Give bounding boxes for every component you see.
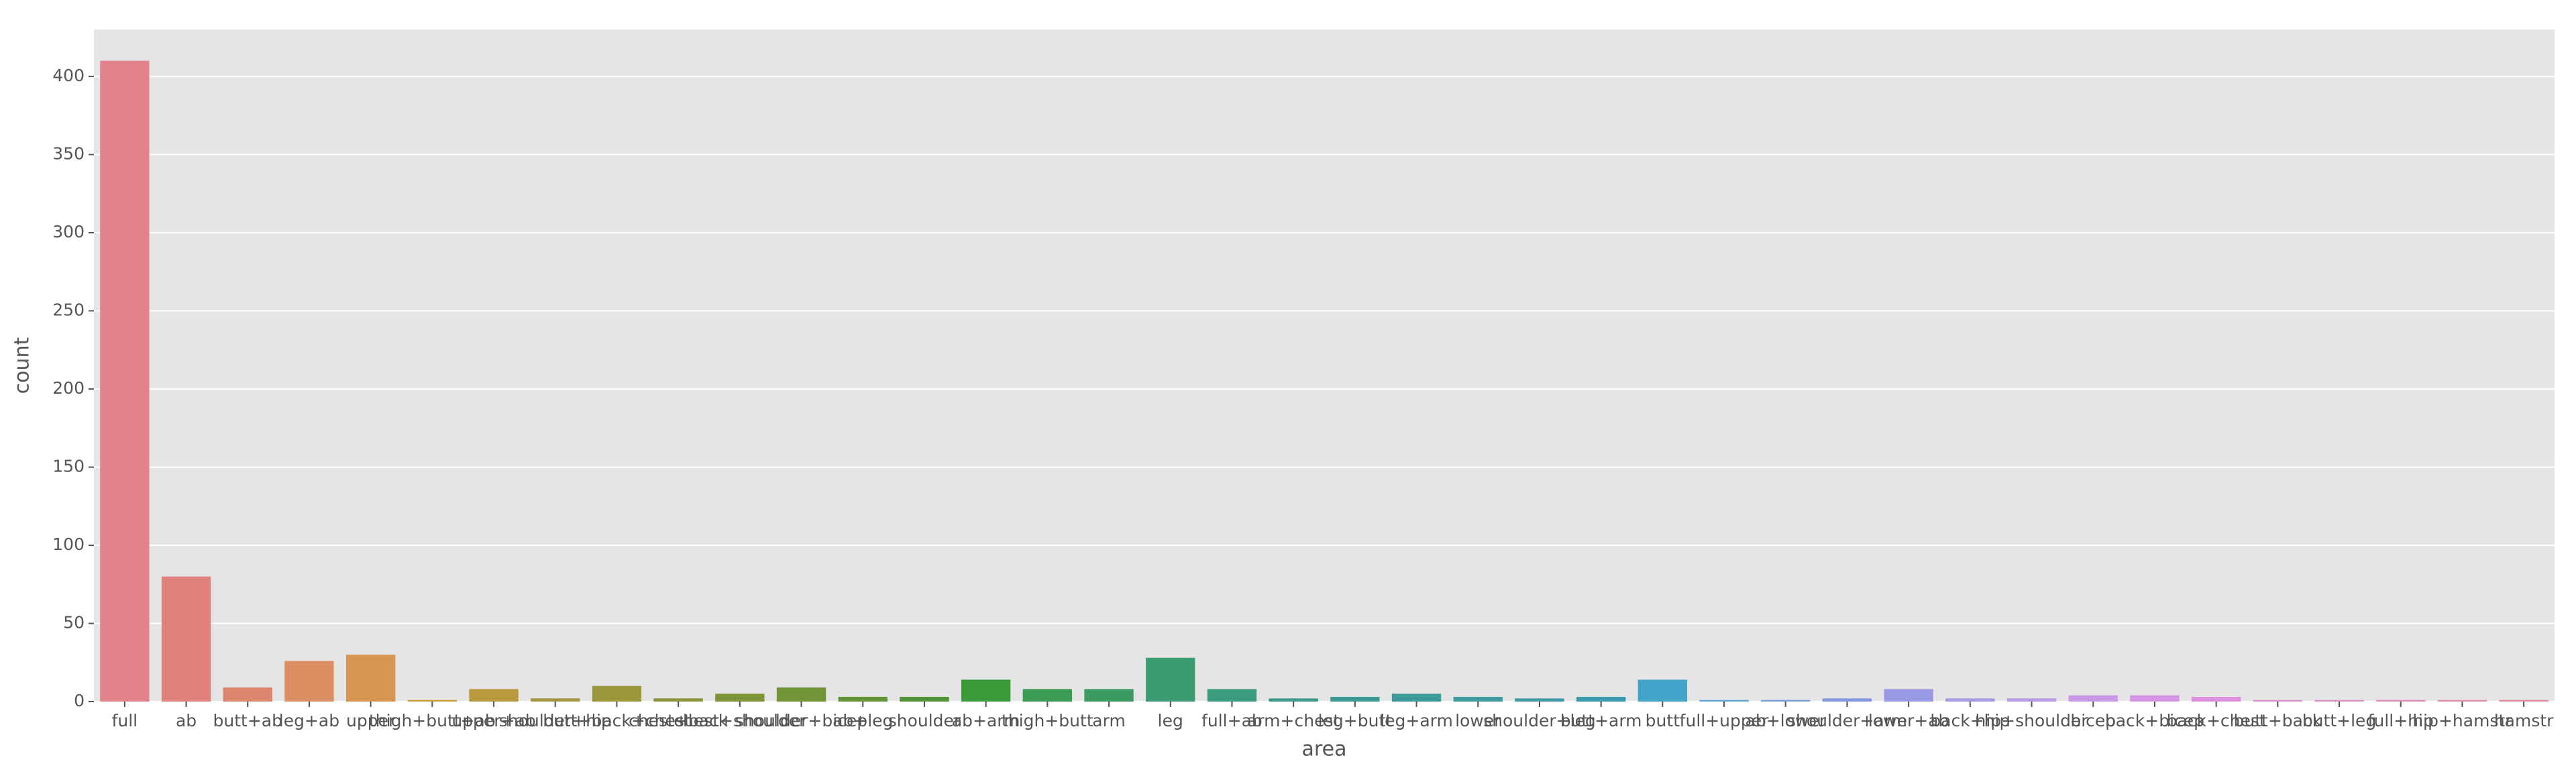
bar — [1453, 697, 1503, 702]
x-tick-label: thigh+butt+ab — [369, 711, 496, 730]
bar — [2437, 700, 2487, 702]
x-tick-label: chest+shoulder — [674, 711, 806, 730]
x-tick-label: upper+ab — [451, 711, 535, 730]
y-tick-label: 150 — [52, 456, 85, 476]
x-tick-label: arm+chest — [1247, 711, 1340, 730]
y-tick-label: 50 — [63, 612, 85, 632]
y-tick-label: 250 — [52, 300, 85, 319]
y-tick-label: 350 — [52, 144, 85, 163]
bar — [469, 689, 519, 702]
x-tick-label: leg+arm — [1380, 711, 1453, 730]
bar — [715, 694, 765, 702]
y-tick-label: 400 — [52, 66, 85, 85]
x-tick-label: butt+back+chest — [543, 711, 691, 730]
x-tick-label: ab+arm — [952, 711, 1020, 730]
bar — [653, 698, 703, 702]
bar — [100, 60, 150, 702]
bar — [1884, 689, 1933, 702]
x-tick-label: full — [112, 711, 138, 730]
bar — [2499, 700, 2548, 702]
bar — [1022, 689, 1073, 702]
bar — [961, 679, 1011, 702]
plot-background — [94, 30, 2555, 702]
bar — [2376, 700, 2426, 702]
bar — [1391, 694, 1442, 702]
x-axis-label: area — [1302, 738, 1347, 761]
x-tick-label: back+bicep — [2105, 711, 2204, 730]
bar — [1146, 657, 1195, 702]
x-tick-label: full+hip — [2368, 711, 2434, 730]
x-tick-label: leg+ab — [279, 711, 339, 730]
x-tick-label: full+upper — [1680, 711, 1769, 730]
bar — [900, 697, 949, 702]
y-tick-label: 100 — [52, 535, 85, 554]
x-tick-label: ab+lower — [1746, 711, 1827, 730]
x-tick-label: ab — [176, 711, 197, 730]
bar — [2314, 700, 2364, 702]
bar — [223, 687, 272, 702]
x-tick-label: hamstr — [2494, 711, 2554, 730]
x-tick-label: bicep — [2070, 711, 2116, 730]
x-tick-label: shoulder+hip — [499, 711, 612, 730]
bar — [1330, 697, 1380, 702]
bar — [1576, 697, 1626, 702]
x-tick-label: butt+arm — [1560, 711, 1642, 730]
x-tick-label: butt+leg — [2302, 711, 2376, 730]
bar — [2191, 697, 2241, 702]
bar — [1207, 689, 1257, 702]
x-tick-label: butt+back — [2234, 711, 2322, 730]
x-tick-label: chest+back — [629, 711, 729, 730]
x-tick-label: full+ab — [1201, 711, 1263, 730]
x-tick-label: hip+shoulder — [1976, 711, 2089, 730]
x-tick-label: leg — [1158, 711, 1183, 730]
grid — [94, 75, 2555, 702]
y-tick-label: 300 — [52, 222, 85, 241]
bar — [345, 655, 396, 702]
x-tick-label: leg+butt — [1318, 711, 1393, 730]
x-tick-label: shoulder — [888, 711, 961, 730]
bar — [592, 685, 642, 702]
bar — [1761, 700, 1811, 702]
bar — [1515, 698, 1564, 702]
bar — [1822, 698, 1872, 702]
x-tick-label: ab+leg — [833, 711, 893, 730]
bars — [100, 60, 2548, 702]
y-axis-label: count — [11, 337, 34, 394]
bar — [2253, 700, 2303, 702]
x-tick-label: back+chest — [2167, 711, 2266, 730]
x-tick-label: shoulder+leg — [1483, 711, 1596, 730]
x-tick-label: shoulder+bicep — [735, 711, 867, 730]
bar — [2006, 698, 2057, 702]
x-tick-label: lower — [1455, 711, 1501, 730]
bar — [776, 687, 826, 702]
bar — [407, 700, 458, 702]
x-tick-label: hip+hamstr — [2412, 711, 2512, 730]
bar — [161, 576, 211, 702]
x-tick-label: arm — [1092, 711, 1126, 730]
bar — [284, 661, 334, 702]
y-tick-label: 200 — [52, 378, 85, 398]
bar — [838, 697, 888, 702]
y-tick-label: 0 — [74, 691, 85, 710]
x-tick-label: lower+ab — [1868, 711, 1949, 730]
bar — [531, 698, 580, 702]
x-tick-label: shoulder+arm — [1787, 711, 1907, 730]
bar — [1699, 700, 1749, 702]
bar — [1638, 679, 1688, 702]
bar — [2068, 695, 2118, 702]
x-tick-label: butt — [1646, 711, 1680, 730]
x-tick-label: back+hip — [1930, 711, 2010, 730]
x-tick-label: butt+ab — [213, 711, 282, 730]
bar — [1945, 698, 1995, 702]
bar — [2130, 695, 2180, 702]
bar — [1269, 698, 1318, 702]
x-tick-label: upper — [346, 711, 396, 730]
bar — [1084, 689, 1134, 702]
x-tick-label: thigh+butt — [1002, 711, 1093, 730]
